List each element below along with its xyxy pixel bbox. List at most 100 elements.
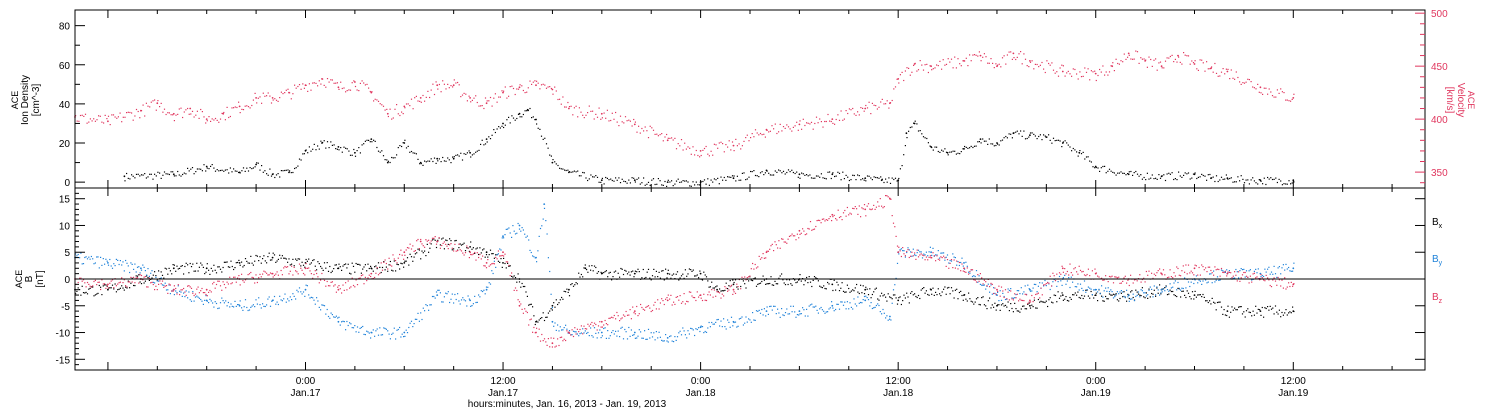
ion-density-dots [124, 107, 1295, 187]
ion-density-point [963, 148, 965, 150]
ion-density-point [864, 177, 867, 180]
legend-by: By [1432, 254, 1443, 267]
velocity-point [107, 120, 109, 123]
ion-density-point [568, 171, 570, 174]
by-point [436, 294, 439, 296]
ion-density-point [419, 161, 422, 164]
velocity-label-line2: Velocity [1455, 83, 1466, 117]
bx-point [996, 304, 998, 307]
bz-point [1029, 299, 1031, 302]
ion-density-point [403, 142, 406, 144]
velocity-point [1259, 86, 1262, 89]
x-tick-time-label: 0:00 [296, 376, 316, 387]
ion-density-point [271, 173, 274, 176]
velocity-point [304, 84, 307, 87]
density-tick-label: 20 [59, 139, 71, 150]
bz-point [419, 240, 422, 243]
velocity-point [502, 91, 504, 94]
bz-point [271, 272, 274, 275]
ion-density-point [288, 171, 290, 174]
ion-density-point [905, 132, 908, 135]
by-point [370, 331, 373, 334]
bx-point [107, 288, 109, 291]
bz-point [699, 294, 702, 296]
velocity-point [518, 86, 521, 89]
velocity-point [864, 107, 867, 110]
ion-density-point [633, 179, 636, 182]
by-point [238, 304, 241, 307]
ion-density-series [123, 107, 1295, 187]
by-point [107, 262, 109, 264]
ion-density-point [1061, 142, 1064, 144]
ion-density-point [172, 173, 175, 176]
bx-point [535, 320, 537, 323]
velocity-tick-label: 450 [1431, 62, 1448, 73]
bx-point [716, 288, 718, 291]
bx-point [831, 283, 834, 286]
x-tick-time-label: 0:00 [1086, 376, 1106, 387]
velocity-point [337, 86, 340, 89]
by-point [304, 288, 307, 291]
velocity-tick-label: 500 [1431, 9, 1448, 20]
ion-density-point [1127, 173, 1130, 176]
x-tick-date-label: Jan.17 [290, 388, 320, 399]
bz-point [666, 299, 669, 302]
bz-point [403, 251, 406, 254]
velocity-point [551, 88, 554, 91]
velocity-point [699, 150, 702, 152]
velocity-point [979, 54, 982, 57]
bz-point [831, 213, 834, 216]
ion-density-point [996, 142, 998, 144]
bz-point [337, 288, 340, 291]
ion-density-point [831, 173, 834, 176]
bx-point [271, 256, 274, 259]
velocity-point [189, 107, 192, 110]
velocity-point [140, 109, 142, 112]
by-point [271, 299, 274, 302]
panel1-left-label: ACE Ion Density [cm^-3] [10, 75, 42, 125]
by-point [518, 224, 521, 227]
velocity-point [452, 84, 455, 87]
panel1-right-label: ACE Velocity [km/s] [1444, 83, 1476, 117]
velocity-point [255, 97, 257, 99]
bx-point [1193, 294, 1196, 296]
by-point [485, 288, 488, 291]
bx-point [238, 262, 241, 264]
ion-density-point [1094, 165, 1097, 168]
x-tick-time-label: 0:00 [691, 376, 711, 387]
ion-density-point [1210, 177, 1212, 180]
by-point [1160, 288, 1163, 291]
bx-dots [75, 237, 1295, 326]
bx-point [584, 267, 587, 270]
bz-point [1160, 272, 1163, 275]
by-series [74, 203, 1295, 343]
bx-point [1029, 304, 1031, 307]
bz-point [370, 272, 373, 275]
velocity-point [288, 91, 290, 94]
velocity-tick-label: 400 [1431, 115, 1448, 126]
time-axis-title: hours:minutes, Jan. 16, 2013 - Jan. 19, … [468, 399, 667, 410]
velocity-point [732, 144, 735, 147]
ion-density-point [502, 122, 504, 125]
ion-density-point [1193, 173, 1196, 176]
bz-point [502, 251, 504, 254]
bz-point [798, 229, 801, 232]
legend-bx: Bx [1432, 217, 1443, 230]
bx-point [666, 272, 669, 275]
ion-density-point [1160, 175, 1163, 178]
bz-point [469, 251, 471, 254]
bx-point [403, 262, 406, 264]
by-dots [75, 207, 1295, 343]
ion-density-point [880, 179, 883, 182]
bx-point [1259, 310, 1262, 312]
bx-point [897, 299, 900, 302]
panel1-data-layer [74, 50, 1295, 187]
ion-density-point [979, 138, 982, 141]
x-tick-time-label: 12:00 [491, 376, 516, 387]
velocity-point [1029, 60, 1031, 62]
velocity-point [1226, 70, 1229, 73]
by-point [765, 310, 768, 312]
ion-density-point [732, 177, 735, 180]
velocity-point [1127, 52, 1130, 55]
